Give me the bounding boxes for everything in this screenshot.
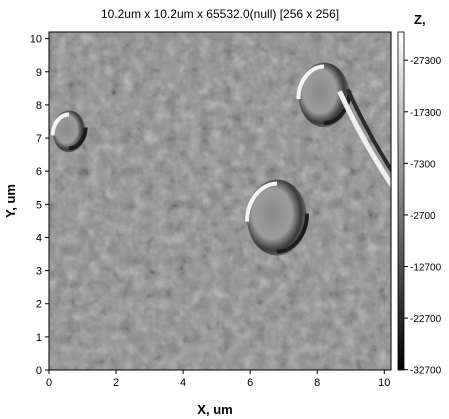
- crater-rim-highlight: [296, 64, 325, 100]
- colorbar-label: Z,: [414, 12, 426, 27]
- y-tick-label: 7: [36, 133, 42, 145]
- y-tick-label: 2: [36, 299, 42, 311]
- colorbar-tick-label: -7300: [410, 159, 436, 170]
- plot-frame: [48, 31, 392, 371]
- y-tick-label: 0: [36, 365, 42, 377]
- x-tick-label: 0: [46, 377, 52, 389]
- ridge-feature: [337, 90, 391, 188]
- ridge-shadow: [345, 88, 391, 174]
- colorbar-axis: -27300 -17300 -7300 -2700 -12700 -22700 -32700: [404, 56, 442, 377]
- colorbar-tick-label: -17300: [410, 108, 442, 119]
- colorbar-tick-label: -32700: [410, 366, 442, 377]
- x-axis-label: X, um: [197, 402, 232, 417]
- crater-rim-shadow: [68, 127, 88, 151]
- y-tick-label: 10: [30, 34, 42, 46]
- y-tick-label: 3: [36, 266, 42, 278]
- colorbar-tick-label: -27300: [410, 56, 442, 67]
- y-tick-label: 8: [36, 100, 42, 112]
- image-area: [49, 32, 391, 370]
- surface-features: [50, 62, 391, 256]
- crater-rim-highlight: [50, 112, 70, 136]
- x-tick-label: 10: [378, 377, 390, 389]
- y-axis: 0 1 2 3 4 5 6 7 8 9 10: [30, 34, 49, 377]
- y-tick-label: 5: [36, 199, 42, 211]
- x-tick-label: 2: [113, 377, 119, 389]
- x-axis: 0 2 4 6 8 10: [46, 370, 390, 389]
- y-axis-label: Y, um: [3, 184, 18, 218]
- y-tick-label: 1: [36, 332, 42, 344]
- x-tick-label: 4: [180, 377, 186, 389]
- colorbar-tick-label: -2700: [410, 211, 436, 222]
- y-tick-label: 6: [36, 166, 42, 178]
- colorbar-tick-label: -22700: [410, 314, 442, 325]
- colorbar-tick-label: -12700: [410, 263, 442, 274]
- y-tick-label: 9: [36, 67, 42, 79]
- colorbar: [397, 31, 405, 371]
- crater-feature: [52, 110, 86, 153]
- x-tick-label: 8: [314, 377, 320, 389]
- chart-title: 10.2um x 10.2um x 65532.0(null) [256 x 2…: [101, 7, 339, 21]
- crater-rim-shadow: [276, 213, 309, 254]
- y-tick-label: 4: [36, 232, 42, 244]
- crater-feature: [298, 62, 350, 128]
- crater-feature: [247, 179, 307, 256]
- crater-rim-highlight: [245, 181, 278, 222]
- x-tick-label: 6: [247, 377, 253, 389]
